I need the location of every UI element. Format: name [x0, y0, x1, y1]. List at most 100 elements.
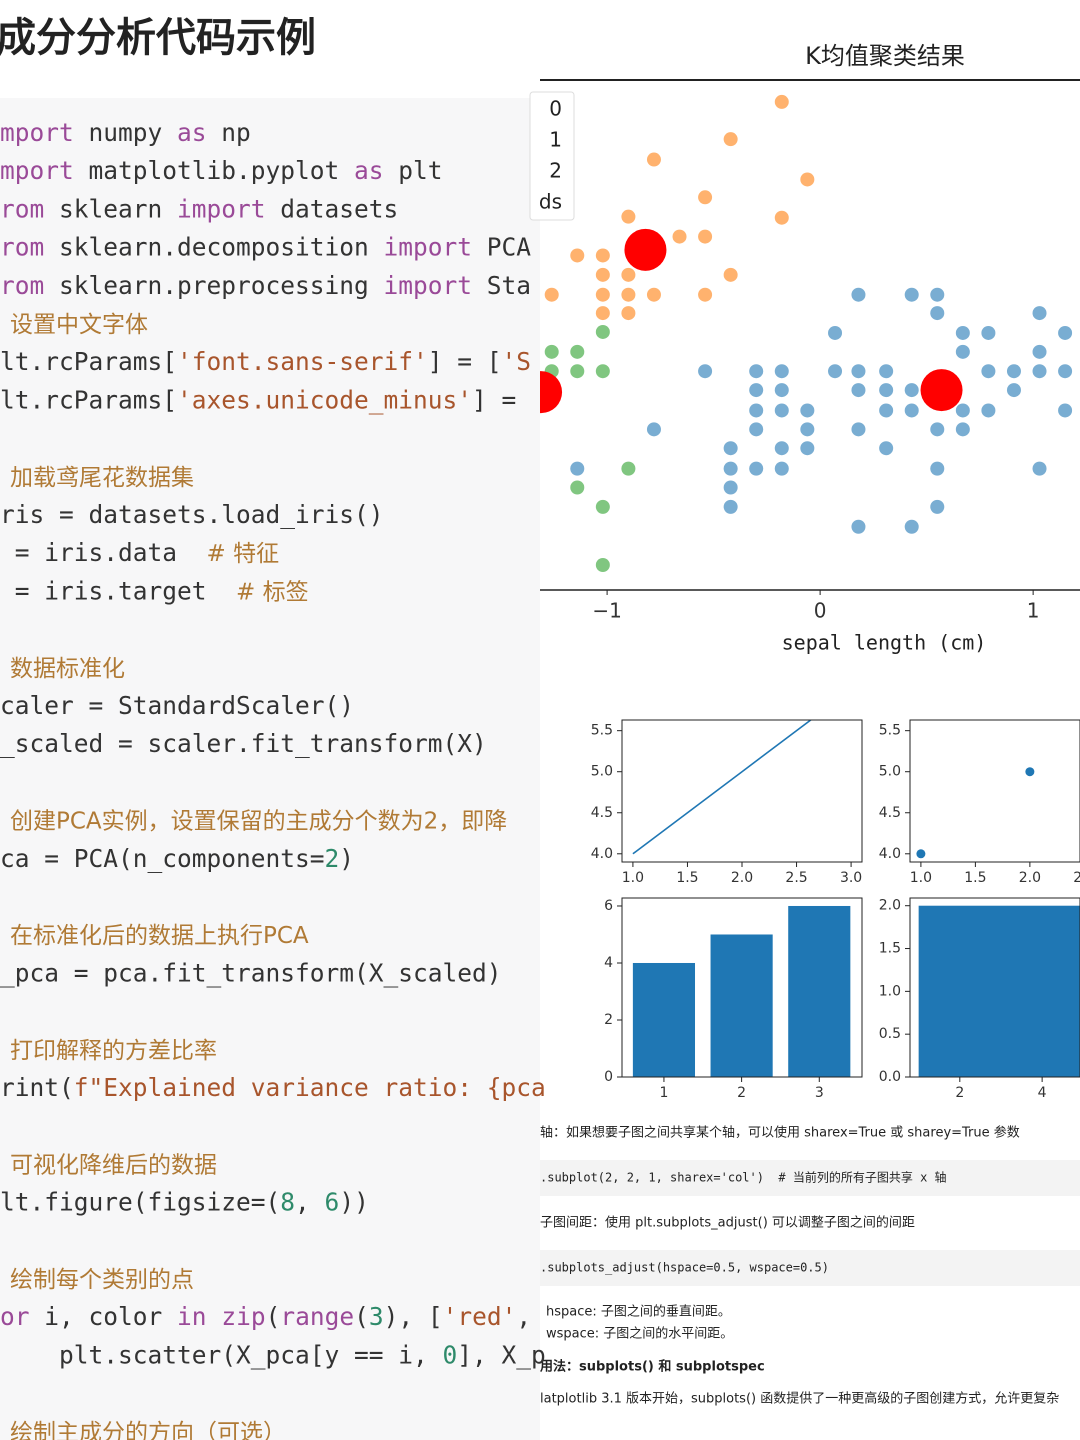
bar: [788, 905, 851, 1077]
code-token: 0: [443, 1340, 458, 1369]
scatter-point: [981, 364, 996, 379]
x-tick-label: 1: [1027, 599, 1040, 623]
note-text: latplotlib 3.1 版本开始，subplots() 函数提供了一种更高…: [540, 1391, 1059, 1407]
code-token: rint(: [0, 1073, 74, 1102]
chart: 1.0 1.5 2.0 2.5 4.0 4.5 5.0 5.5: [879, 719, 1080, 886]
scatter-point: [955, 422, 970, 437]
code-token: as: [354, 156, 384, 185]
code-token: Sta: [472, 271, 531, 300]
code-token: # 标签: [236, 579, 309, 605]
code-line: rom sklearn.preprocessing import Sta: [0, 271, 531, 300]
code-token: = iris.target: [0, 576, 236, 605]
scatter-point: [595, 287, 610, 302]
code-token: 6: [325, 1188, 340, 1217]
notes: 轴：如果想要子图之间共享某个轴，可以使用 sharex=True 或 share…: [539, 1125, 1059, 1407]
y-tick-label: 4.0: [879, 846, 901, 862]
scatter-point: [595, 267, 610, 282]
code-token: import: [177, 194, 266, 223]
scatter-point: [723, 132, 738, 147]
y-tick-label: 4.5: [879, 805, 901, 821]
note-text: 用法：subplots() 和 subplotspec: [539, 1359, 765, 1375]
plot-area: [632, 905, 851, 1077]
code-line: 创建PCA实例，设置保留的主成分个数为2，即降: [10, 808, 507, 834]
scatter-point: [570, 248, 585, 263]
scatter-point: [1032, 364, 1047, 379]
code-box: [540, 1250, 1080, 1286]
x-tick-label: 1: [659, 1085, 668, 1101]
code-line: rint(f"Explained variance ratio: {pca: [0, 1073, 546, 1102]
code-token: ), [: [384, 1302, 443, 1331]
scatter-point: [955, 325, 970, 340]
note-text: 子图间距：使用 plt.subplots_adjust() 可以调整子图之间的间…: [540, 1215, 915, 1231]
scatter-point: [800, 403, 815, 418]
code-panel: [0, 98, 540, 1440]
scatter-point: [920, 369, 963, 412]
scatter-point: [930, 422, 945, 437]
scatter-point: [828, 364, 843, 379]
scatter-point: [955, 344, 970, 359]
scatter-point: [851, 519, 866, 534]
axes-frame: [621, 719, 863, 863]
code-token: (: [266, 1302, 281, 1331]
scatter-point: [851, 383, 866, 398]
y-tick-label: 5.5: [591, 723, 613, 739]
y-tick-label: 5.0: [591, 764, 613, 780]
scatter-point: [828, 325, 843, 340]
code-line: = iris.target # 标签: [0, 576, 309, 605]
code-token: 'axes.unicode_minus': [177, 385, 472, 414]
x-tick-label: 1.0: [910, 870, 932, 886]
code-line: _pca = pca.fit_transform(X_scaled): [0, 958, 502, 987]
scatter-point: [851, 422, 866, 437]
scatter-point: [879, 403, 894, 418]
scatter-point: [749, 422, 764, 437]
scatter-point: [646, 422, 661, 437]
scatter-point: [749, 383, 764, 398]
x-tick-label: 2.0: [1019, 870, 1041, 886]
code-token: rom: [0, 271, 44, 300]
scatter-point: [1032, 344, 1047, 359]
scatter-point: [800, 422, 815, 437]
code-token: 'S: [502, 347, 532, 376]
scatter-point: [930, 461, 945, 476]
code-token: ] = [: [428, 347, 502, 376]
scatter-point: [698, 229, 713, 244]
scatter-point: [698, 190, 713, 205]
axes-frame: [909, 719, 1080, 863]
scatter-point: [621, 287, 636, 302]
scatter-point: [621, 306, 636, 321]
code-token: 创建PCA实例，设置保留的主成分个数为2，即降: [10, 808, 507, 834]
scatter-point: [570, 344, 585, 359]
code-token: ,: [516, 1302, 531, 1331]
note-text: .subplots_adjust(hspace=0.5, wspace=0.5): [540, 1261, 829, 1275]
y-tick-label: 6: [604, 898, 613, 914]
code-token: mport: [0, 156, 74, 185]
scatter-point: [879, 441, 894, 456]
scatter-point: [570, 364, 585, 379]
code-line: _scaled = scaler.fit_transform(X): [0, 729, 487, 758]
code-token: import: [384, 233, 473, 262]
code-token: 加载鸢尾花数据集: [10, 464, 194, 490]
x-tick-label: 2.0: [731, 870, 753, 886]
code-line: ca = PCA(n_components=2): [0, 844, 354, 873]
scatter-point: [570, 461, 585, 476]
code-token: [207, 1302, 222, 1331]
plot-area: [916, 767, 1035, 859]
code-line: rom sklearn.decomposition import PCA: [0, 233, 531, 262]
legend-label: ds: [539, 190, 562, 214]
code-token: PCA: [472, 233, 531, 262]
code-line: lt.figure(figsize=(8, 6)): [0, 1188, 369, 1217]
code-token: 8: [280, 1188, 295, 1217]
code-line: 加载鸢尾花数据集: [10, 464, 194, 490]
scatter-point: [1058, 364, 1073, 379]
scatter-point: [595, 324, 610, 339]
x-tick-label: 2: [955, 1085, 964, 1101]
x-tick-label: 1.5: [964, 870, 986, 886]
scatter-point: [774, 461, 789, 476]
scatter-point: [749, 461, 764, 476]
code-token: 'red': [443, 1302, 517, 1331]
scatter-point: [1006, 383, 1021, 398]
legend-label: 1: [549, 128, 562, 152]
code-line: 在标准化后的数据上执行PCA: [10, 923, 309, 949]
code-token: ,: [295, 1188, 325, 1217]
